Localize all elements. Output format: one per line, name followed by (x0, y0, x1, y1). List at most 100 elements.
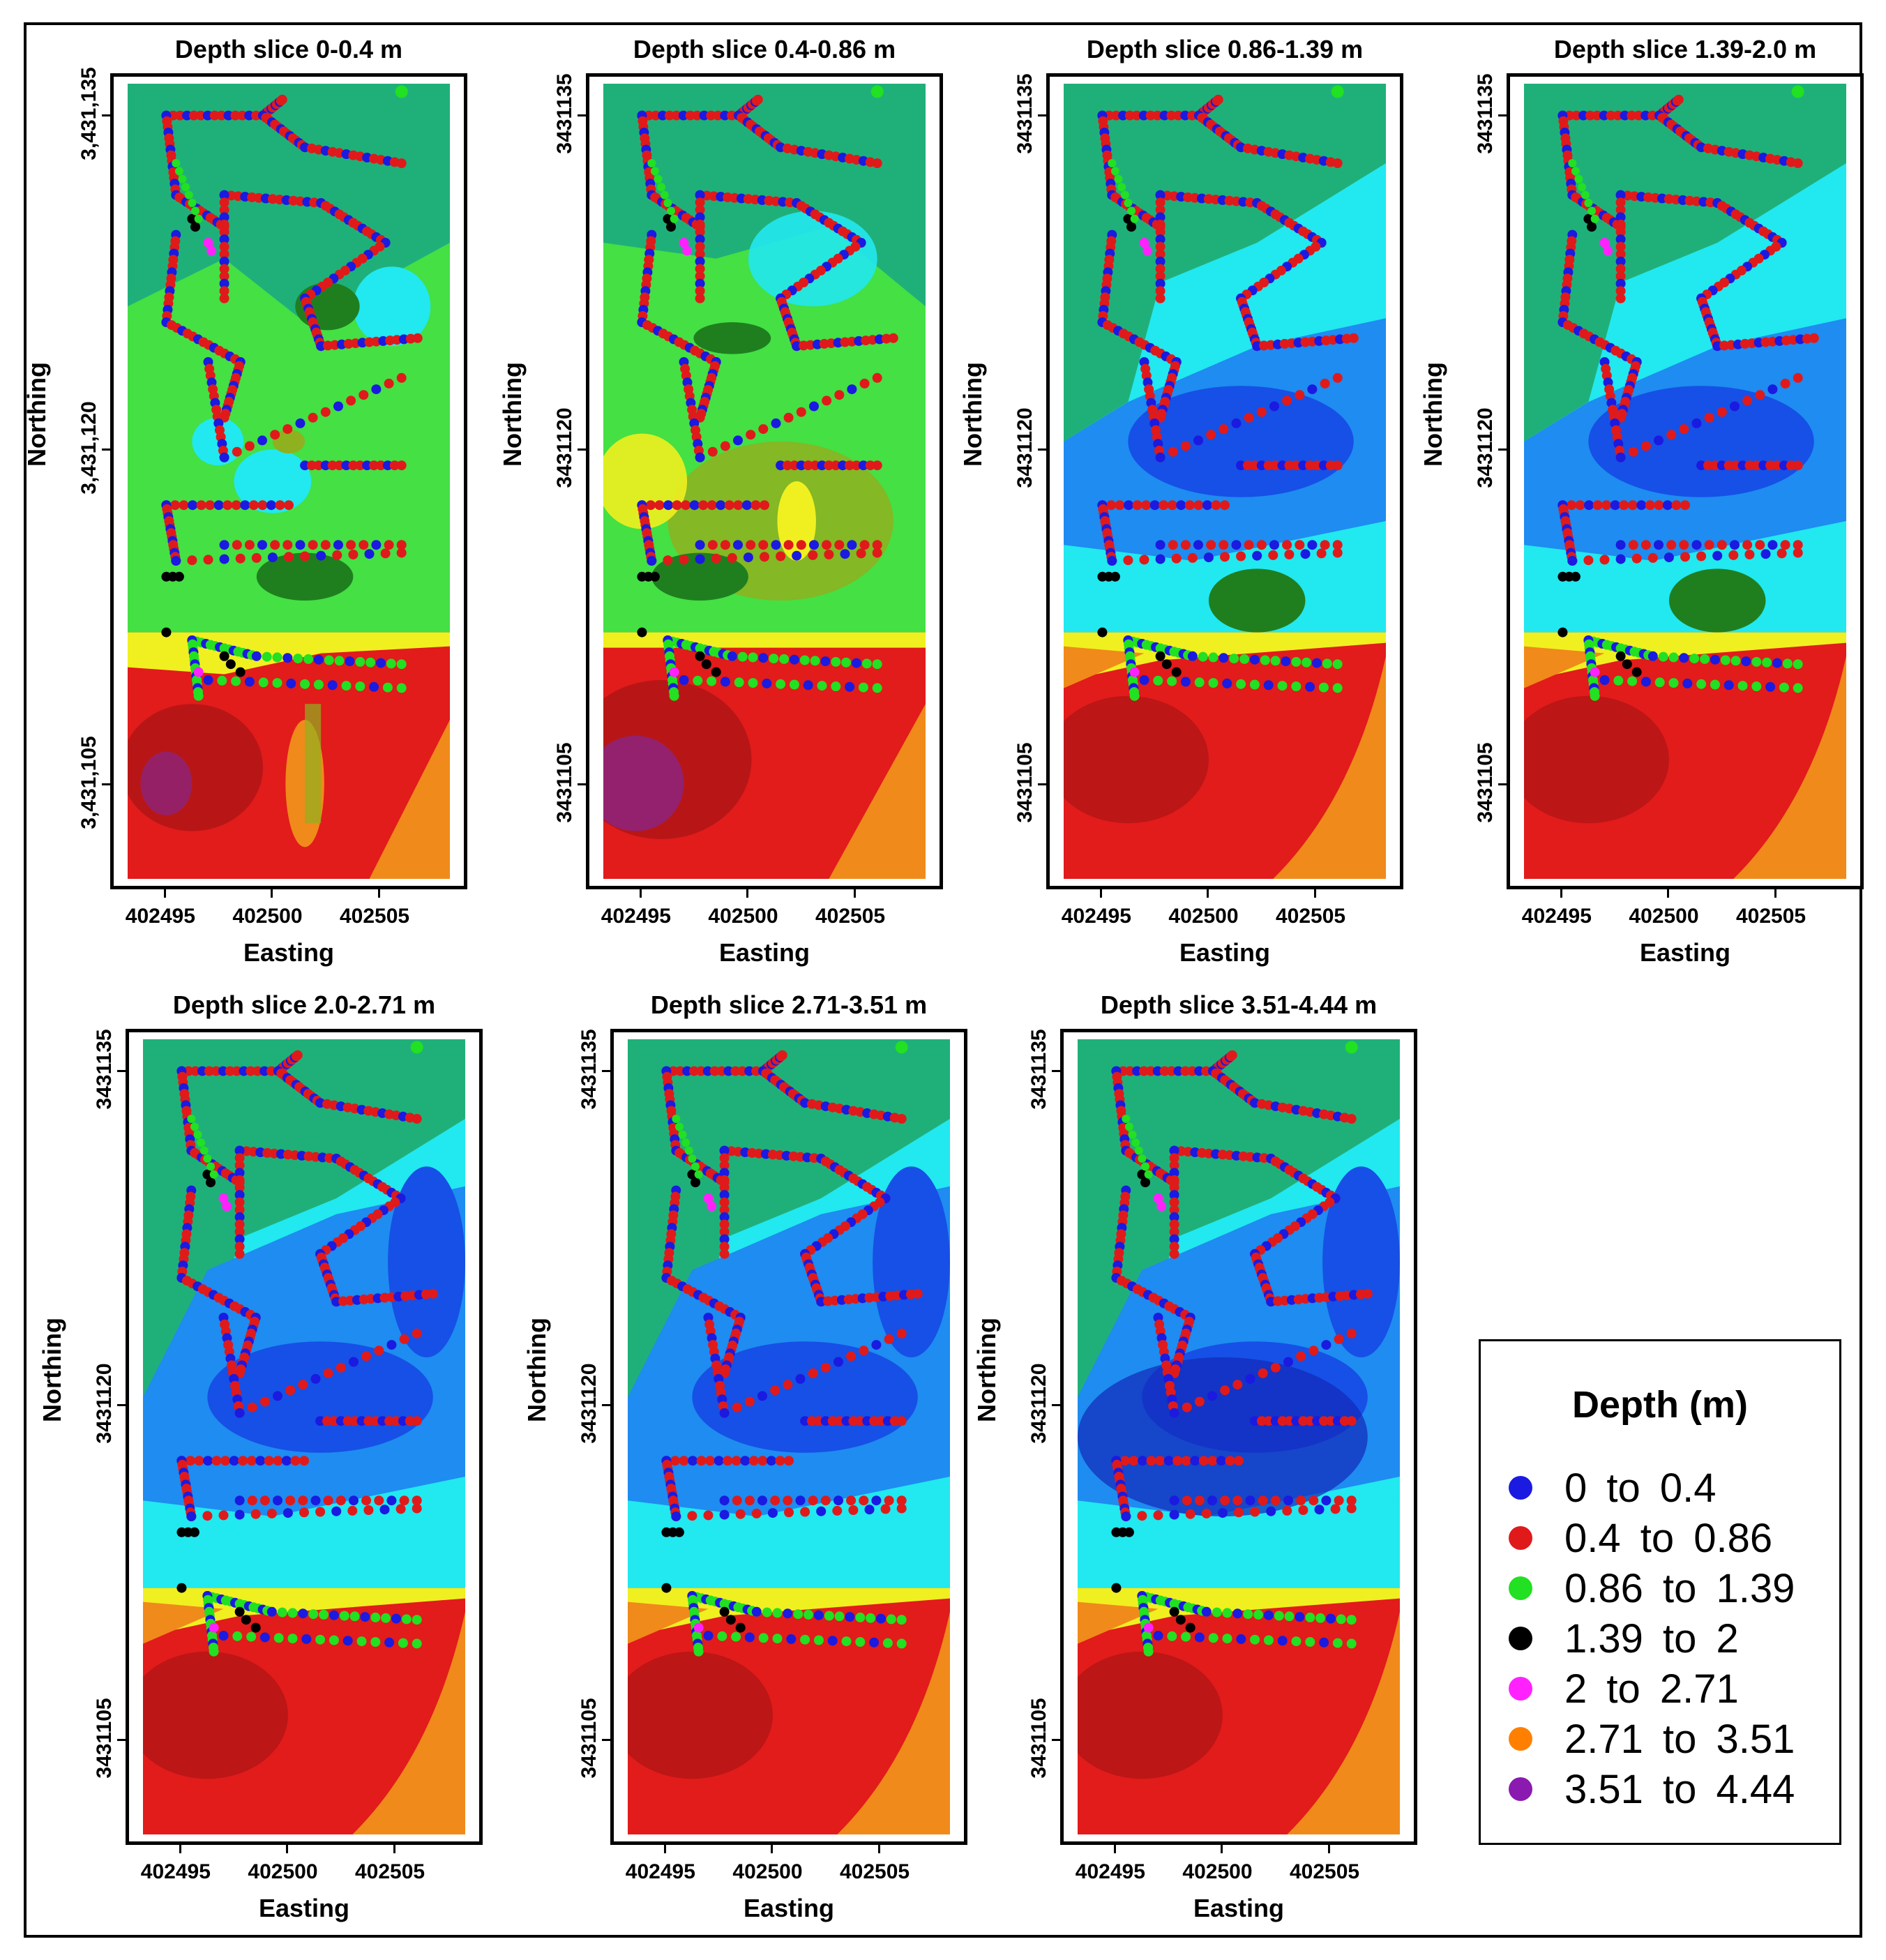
survey-point (308, 412, 318, 423)
survey-point (320, 460, 331, 471)
survey-point (1704, 540, 1714, 550)
survey-point (1169, 1509, 1179, 1520)
survey-point (308, 1609, 319, 1620)
survey-point (896, 1495, 907, 1506)
survey-point (724, 500, 734, 511)
survey-point (719, 1227, 730, 1237)
y-tick-label: 3431120 (1013, 407, 1036, 488)
depth-map (1524, 84, 1846, 879)
survey-point (1599, 675, 1610, 685)
y-tick-label: 3,431,120 (77, 401, 100, 495)
survey-point (1219, 540, 1229, 550)
survey-point (1574, 174, 1583, 183)
survey-point (1291, 656, 1302, 667)
survey-point (1780, 540, 1790, 550)
survey-point (259, 1066, 270, 1076)
survey-point (912, 1288, 923, 1299)
survey-point (681, 1138, 691, 1147)
survey-point (834, 390, 845, 400)
panel-title: Depth slice 0.4-0.86 m (633, 35, 896, 63)
survey-point (374, 1345, 384, 1356)
survey-point (1640, 677, 1651, 687)
survey-point (846, 1351, 857, 1362)
survey-point (1603, 246, 1613, 256)
survey-point (1144, 1170, 1153, 1179)
survey-point (1295, 390, 1305, 400)
survey-point (1322, 658, 1332, 669)
survey-point (750, 500, 761, 511)
survey-point (349, 1416, 360, 1426)
survey-point (1296, 1495, 1306, 1506)
survey-point (384, 1637, 395, 1648)
survey-point (1156, 1201, 1167, 1212)
survey-point (1182, 1495, 1192, 1506)
survey-point (702, 1066, 713, 1076)
survey-point (1125, 1066, 1136, 1076)
survey-point (1312, 460, 1322, 471)
survey-point (1270, 656, 1281, 666)
survey-point (244, 540, 255, 550)
survey-point (1172, 1456, 1183, 1466)
depth-map (603, 84, 926, 879)
survey-point (669, 667, 679, 677)
survey-point (758, 424, 769, 435)
survey-point (1779, 682, 1789, 693)
survey-point (1169, 1219, 1179, 1230)
survey-point (1282, 1505, 1292, 1516)
survey-point (1587, 206, 1597, 216)
survey-point (285, 1495, 296, 1506)
y-tick-label: 3431135 (93, 1028, 116, 1110)
survey-point (1225, 1456, 1235, 1466)
x-tick-mark (1221, 1845, 1223, 1853)
survey-point (370, 1416, 381, 1426)
survey-point (257, 500, 268, 511)
survey-point (1169, 1197, 1179, 1207)
survey-point (194, 1456, 204, 1466)
survey-point (1194, 1066, 1205, 1076)
survey-point (695, 271, 705, 281)
survey-point (349, 1611, 360, 1622)
survey-point (827, 1636, 838, 1646)
x-axis-label: Easting (1179, 938, 1271, 967)
survey-point (872, 540, 882, 550)
survey-point (1312, 1416, 1322, 1426)
survey-point (678, 110, 688, 121)
survey-point (1613, 110, 1623, 121)
survey-point (1615, 554, 1626, 564)
survey-point (719, 1168, 730, 1178)
survey-point (719, 1160, 730, 1170)
survey-point (1782, 658, 1793, 669)
y-tick-mark (602, 1404, 610, 1407)
survey-point (412, 1328, 422, 1339)
survey-point (896, 1416, 907, 1426)
y-axis-line (126, 1029, 128, 1845)
survey-point (762, 678, 772, 688)
survey-point (1168, 446, 1178, 457)
survey-point (182, 110, 193, 121)
survey-point (693, 1646, 704, 1657)
survey-point (674, 1527, 684, 1537)
survey-point (1321, 1495, 1331, 1506)
survey-point (688, 1154, 697, 1163)
survey-point (719, 1145, 730, 1156)
survey-point (347, 1505, 358, 1516)
x-tick-label: 402500 (1182, 1860, 1253, 1883)
survey-point (331, 1506, 342, 1516)
y-axis-line (1060, 1029, 1062, 1845)
survey-point (1717, 540, 1727, 550)
survey-point (1245, 1495, 1255, 1506)
y-tick-label: 3431120 (578, 1363, 601, 1444)
survey-point (1765, 681, 1776, 692)
survey-point (1187, 1066, 1198, 1076)
legend-dot-icon (1509, 1777, 1532, 1801)
survey-point (1249, 654, 1260, 665)
survey-point (1615, 204, 1626, 215)
survey-point (1122, 1115, 1131, 1123)
survey-point (871, 1340, 882, 1350)
survey-point (270, 430, 280, 440)
survey-point (1737, 460, 1748, 471)
survey-point (342, 1636, 353, 1646)
survey-point (1131, 110, 1142, 121)
survey-point (783, 1495, 793, 1506)
